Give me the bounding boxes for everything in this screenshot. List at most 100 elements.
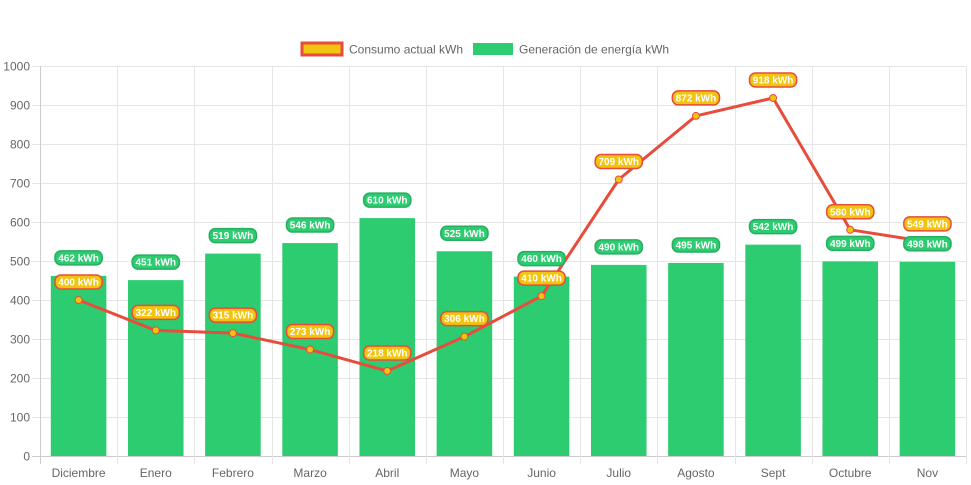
- y-tick-label: 100: [10, 411, 30, 425]
- line-label: 872 kWh: [671, 90, 721, 106]
- bar-label-bg: [903, 236, 952, 252]
- line-label-text: 580 kWh: [830, 207, 871, 218]
- bar-label: 546 kWh: [285, 217, 335, 233]
- bar-label-text: 451 kWh: [135, 258, 176, 269]
- bar-label: 462 kWh: [54, 250, 103, 266]
- bar-label-bg: [285, 217, 335, 233]
- bar-label-text: 519 kWh: [213, 231, 254, 242]
- consumo-line-path: [78, 96, 928, 373]
- line-label: 580 kWh: [825, 204, 875, 220]
- x-tick-label: Abril: [375, 466, 399, 480]
- legend-item-generacion[interactable]: Generación de energía kWh: [473, 43, 669, 57]
- bar-sept: [745, 244, 801, 456]
- line-label-bg: [362, 345, 412, 361]
- y-tick-label: 500: [10, 255, 30, 269]
- x-tick-label: Sept: [761, 466, 786, 480]
- line-label: 322 kWh: [131, 304, 181, 321]
- line-label-text: 315 kWh: [213, 311, 254, 322]
- line-label-bg: [208, 307, 258, 323]
- line-label-text: 410 kWh: [521, 274, 562, 285]
- bar-label-bg: [594, 239, 644, 255]
- line-label: 918 kWh: [748, 72, 798, 88]
- line-label: 549 kWh: [903, 216, 952, 232]
- bars-generacion: [50, 218, 956, 456]
- point-sept: [769, 93, 778, 102]
- bar-octubre: [822, 261, 879, 456]
- legend-item-consumo[interactable]: Consumo actual kWh: [300, 41, 463, 57]
- data-labels: 462 kWh 451 kWh 519 kWh 546 kWh 610 kWh 525 k…: [54, 72, 952, 361]
- point-febrero: [228, 329, 237, 338]
- y-tick-label: 200: [10, 372, 30, 386]
- y-axis: 0 100 200 300 400 500 600 700 800 900 1000: [3, 60, 30, 464]
- line-label: 315 kWh: [208, 307, 258, 323]
- legend-label-generacion: Generación de energía kWh: [519, 43, 669, 57]
- line-label-bg: [285, 323, 335, 340]
- line-label-text: 549 kWh: [907, 219, 948, 230]
- line-label-bg: [594, 153, 644, 170]
- point-julio: [614, 175, 623, 184]
- bar-label: 519 kWh: [208, 227, 258, 244]
- x-tick-label: Enero: [140, 466, 172, 480]
- point-junio: [537, 292, 546, 301]
- bar-label: 525 kWh: [440, 225, 489, 241]
- y-tick-label: 600: [10, 216, 30, 230]
- bar-febrero: [205, 253, 261, 456]
- legend-swatch-generacion: [473, 43, 513, 55]
- bar-julio: [590, 264, 647, 456]
- y-tick-label: 300: [10, 333, 30, 347]
- bar-abril: [359, 218, 416, 456]
- bar-label: 460 kWh: [517, 250, 566, 267]
- bar-label: 499 kWh: [825, 235, 875, 252]
- bar-label-text: 498 kWh: [907, 239, 948, 250]
- point-diciembre: [74, 296, 83, 304]
- bar-label-text: 542 kWh: [753, 222, 794, 233]
- legend: Consumo actual kWh Generación de energía…: [300, 41, 669, 57]
- line-label: 218 kWh: [362, 345, 412, 361]
- line-label: 273 kWh: [285, 323, 335, 340]
- x-tick-label: Diciembre: [52, 466, 106, 480]
- bar-label-text: 610 kWh: [367, 196, 408, 207]
- line-label-bg: [903, 216, 952, 232]
- point-abril: [383, 366, 392, 375]
- line-label: 410 kWh: [517, 270, 566, 286]
- point-octubre: [846, 225, 855, 234]
- point-enero: [151, 326, 160, 335]
- bar-label: 495 kWh: [671, 237, 721, 253]
- line-label-text: 872 kWh: [676, 93, 717, 104]
- y-tick-label: 900: [10, 99, 30, 113]
- line-label-text: 218 kWh: [367, 348, 408, 359]
- y-tick-label: 800: [10, 138, 30, 152]
- line-label: 709 kWh: [594, 153, 644, 170]
- y-tick-label: 0: [23, 450, 30, 464]
- bar-label: 490 kWh: [594, 239, 644, 255]
- bar-label-text: 499 kWh: [830, 239, 871, 250]
- bar-label-text: 546 kWh: [290, 221, 331, 232]
- line-label-text: 306 kWh: [444, 314, 485, 325]
- bar-label-bg: [748, 218, 798, 235]
- bar-label-bg: [825, 235, 875, 252]
- bar-label-text: 525 kWh: [444, 229, 485, 240]
- bar-label-bg: [517, 250, 566, 267]
- bar-label-bg: [208, 227, 258, 244]
- bar-label: 542 kWh: [748, 218, 798, 235]
- x-tick-label: Nov: [917, 466, 938, 480]
- line-label-text: 400 kWh: [58, 278, 99, 289]
- bar-nov: [899, 261, 956, 456]
- point-marzo: [306, 345, 315, 354]
- bar-label-text: 490 kWh: [598, 242, 639, 253]
- bar-agosto: [668, 262, 724, 456]
- line-label-text: 273 kWh: [290, 327, 331, 338]
- point-mayo: [460, 332, 469, 341]
- line-label: 400 kWh: [54, 274, 103, 290]
- x-tick-label: Agosto: [677, 466, 715, 480]
- line-label-bg: [440, 310, 489, 327]
- bar-mayo: [436, 251, 493, 456]
- y-tick-label: 700: [10, 177, 30, 191]
- bar-label-bg: [131, 254, 181, 270]
- x-tick-label: Marzo: [293, 466, 327, 480]
- y-tick-label: 400: [10, 294, 30, 308]
- y-tick-label: 1000: [3, 60, 30, 74]
- x-tick-label: Octubre: [829, 466, 872, 480]
- line-label-bg: [54, 274, 103, 290]
